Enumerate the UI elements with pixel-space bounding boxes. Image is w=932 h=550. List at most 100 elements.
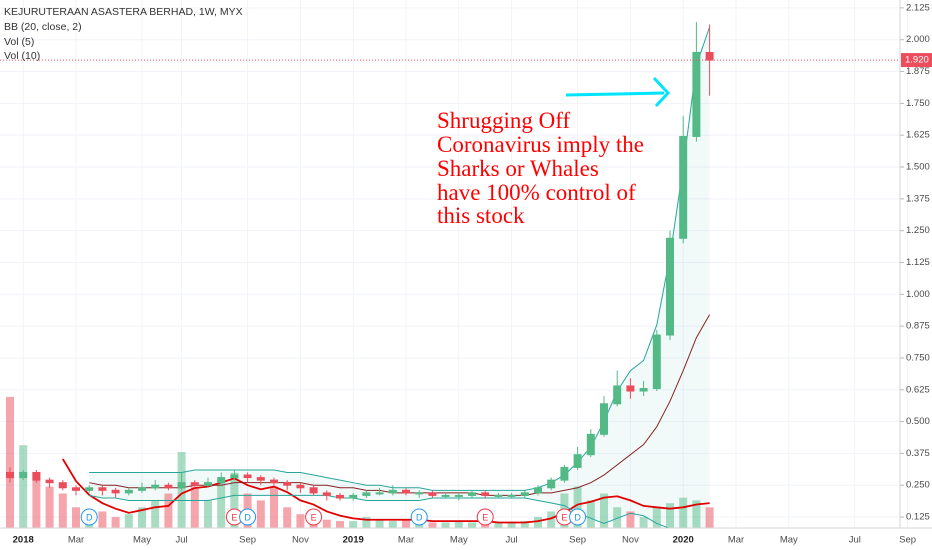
candle-body	[468, 492, 476, 496]
candle-body	[534, 487, 542, 494]
grid	[0, 0, 909, 528]
event-label: E	[561, 512, 567, 522]
y-tick-label: 1.750	[906, 98, 930, 109]
annotation-line: this stock	[437, 203, 525, 228]
x-tick-label: Sep	[239, 535, 256, 546]
volume-bar	[72, 507, 80, 528]
volume-bar	[652, 507, 661, 528]
x-tick-label: Mar	[398, 535, 414, 546]
event-label: D	[86, 512, 93, 522]
event-label: D	[574, 512, 581, 522]
volume-bar	[613, 507, 622, 528]
volume-bar	[138, 507, 146, 528]
y-tick-label: 1.000	[906, 289, 930, 300]
volume-bar	[111, 516, 120, 528]
y-tick-label: 1.125	[906, 257, 930, 268]
candle-body	[58, 482, 67, 489]
candle-body	[296, 484, 305, 489]
indicator-label: BB (20, close, 2)	[4, 21, 82, 33]
y-tick-label: 0.625	[906, 384, 930, 395]
last-price-label: 1.920	[905, 55, 929, 66]
volume-bar	[547, 511, 556, 528]
candle-body	[586, 433, 595, 456]
x-tick-label: Sep	[899, 535, 916, 546]
volume-bar	[322, 519, 331, 528]
candle-body	[270, 479, 278, 484]
volume-bar	[6, 396, 14, 528]
event-marker	[239, 508, 257, 526]
event-marker	[569, 508, 587, 526]
y-tick-label: 0.750	[906, 352, 930, 363]
bb-lower-line	[89, 494, 671, 528]
volume-bar	[441, 522, 450, 528]
last-price-tag	[901, 53, 932, 68]
candle-body	[454, 494, 463, 497]
y-tick-label: 2.125	[906, 2, 930, 13]
candle-body	[705, 51, 714, 61]
volume-bar	[124, 514, 133, 528]
candle-body	[573, 454, 582, 468]
volume-bar	[58, 493, 67, 528]
volume-bar	[468, 522, 476, 528]
candle-body	[72, 487, 80, 491]
x-tick-label: Mar	[68, 535, 84, 546]
x-tick-label: May	[780, 535, 798, 546]
volume-bar	[454, 521, 463, 528]
volume-bar	[336, 521, 344, 528]
candle-body	[666, 237, 674, 336]
indicator-label: Vol (10)	[4, 50, 40, 62]
x-tick-label: 2019	[343, 535, 364, 546]
bb-fill	[89, 26, 710, 528]
candle-body	[613, 385, 622, 405]
volume-bar	[639, 516, 648, 528]
volume-bar	[507, 522, 516, 528]
x-tick-label: Jul	[506, 535, 518, 546]
volume-bar	[692, 500, 701, 528]
y-tick-label: 1.875	[906, 66, 930, 77]
x-tick-label: Nov	[622, 535, 639, 546]
candle-body	[230, 474, 239, 479]
volume-bar	[626, 511, 635, 528]
volume-bar	[388, 521, 397, 528]
volume-bar	[151, 500, 160, 528]
x-tick-label: 2020	[673, 535, 694, 546]
candle-body	[6, 472, 14, 479]
volume-bar	[45, 486, 54, 528]
x-tick-label: Nov	[292, 535, 309, 546]
volume-bar	[534, 516, 542, 528]
candle-body	[19, 472, 28, 479]
x-tick-label: May	[133, 535, 151, 546]
x-tick-label: Mar	[728, 535, 744, 546]
y-tick-label: 1.375	[906, 193, 930, 204]
candle-body	[45, 479, 54, 484]
volume-bar	[520, 521, 529, 528]
volume-bar	[98, 511, 107, 528]
chart-title: KEJURUTERAAN ASASTERA BERHAD, 1W, MYX	[4, 6, 243, 18]
candle-body	[560, 466, 569, 481]
volume-bar	[164, 493, 173, 528]
volume-bar	[32, 472, 41, 528]
candle-body	[111, 489, 120, 494]
candle-body	[243, 474, 252, 479]
axes: 0.125 0.250 0.375 0.500 0.625 0.750 0.875 1.000…	[13, 2, 932, 546]
candle-body	[402, 489, 410, 494]
volume-ma-line	[62, 458, 710, 524]
candle-body	[375, 492, 384, 495]
y-tick-label: 0.250	[906, 480, 930, 491]
event-label: E	[482, 512, 488, 522]
volume-bar	[494, 522, 503, 528]
y-tick-label: 0.500	[906, 416, 930, 427]
candle-body	[32, 472, 41, 481]
candle-body	[481, 492, 490, 496]
candle-body	[626, 385, 635, 392]
candle-body	[151, 484, 160, 489]
candle-body	[520, 492, 529, 496]
annotation-line: Shrugging Off	[437, 108, 570, 133]
candle-body	[692, 51, 701, 137]
volume-bar	[296, 514, 305, 528]
candle-body	[388, 489, 397, 494]
event-label: E	[311, 512, 317, 522]
volume-bar	[666, 503, 674, 528]
